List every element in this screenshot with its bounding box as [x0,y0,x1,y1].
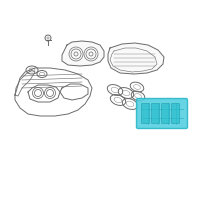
FancyBboxPatch shape [162,104,170,123]
FancyBboxPatch shape [152,104,160,123]
FancyBboxPatch shape [172,104,180,123]
FancyBboxPatch shape [136,98,188,129]
Polygon shape [108,43,164,74]
Polygon shape [62,41,104,66]
FancyBboxPatch shape [142,104,150,123]
